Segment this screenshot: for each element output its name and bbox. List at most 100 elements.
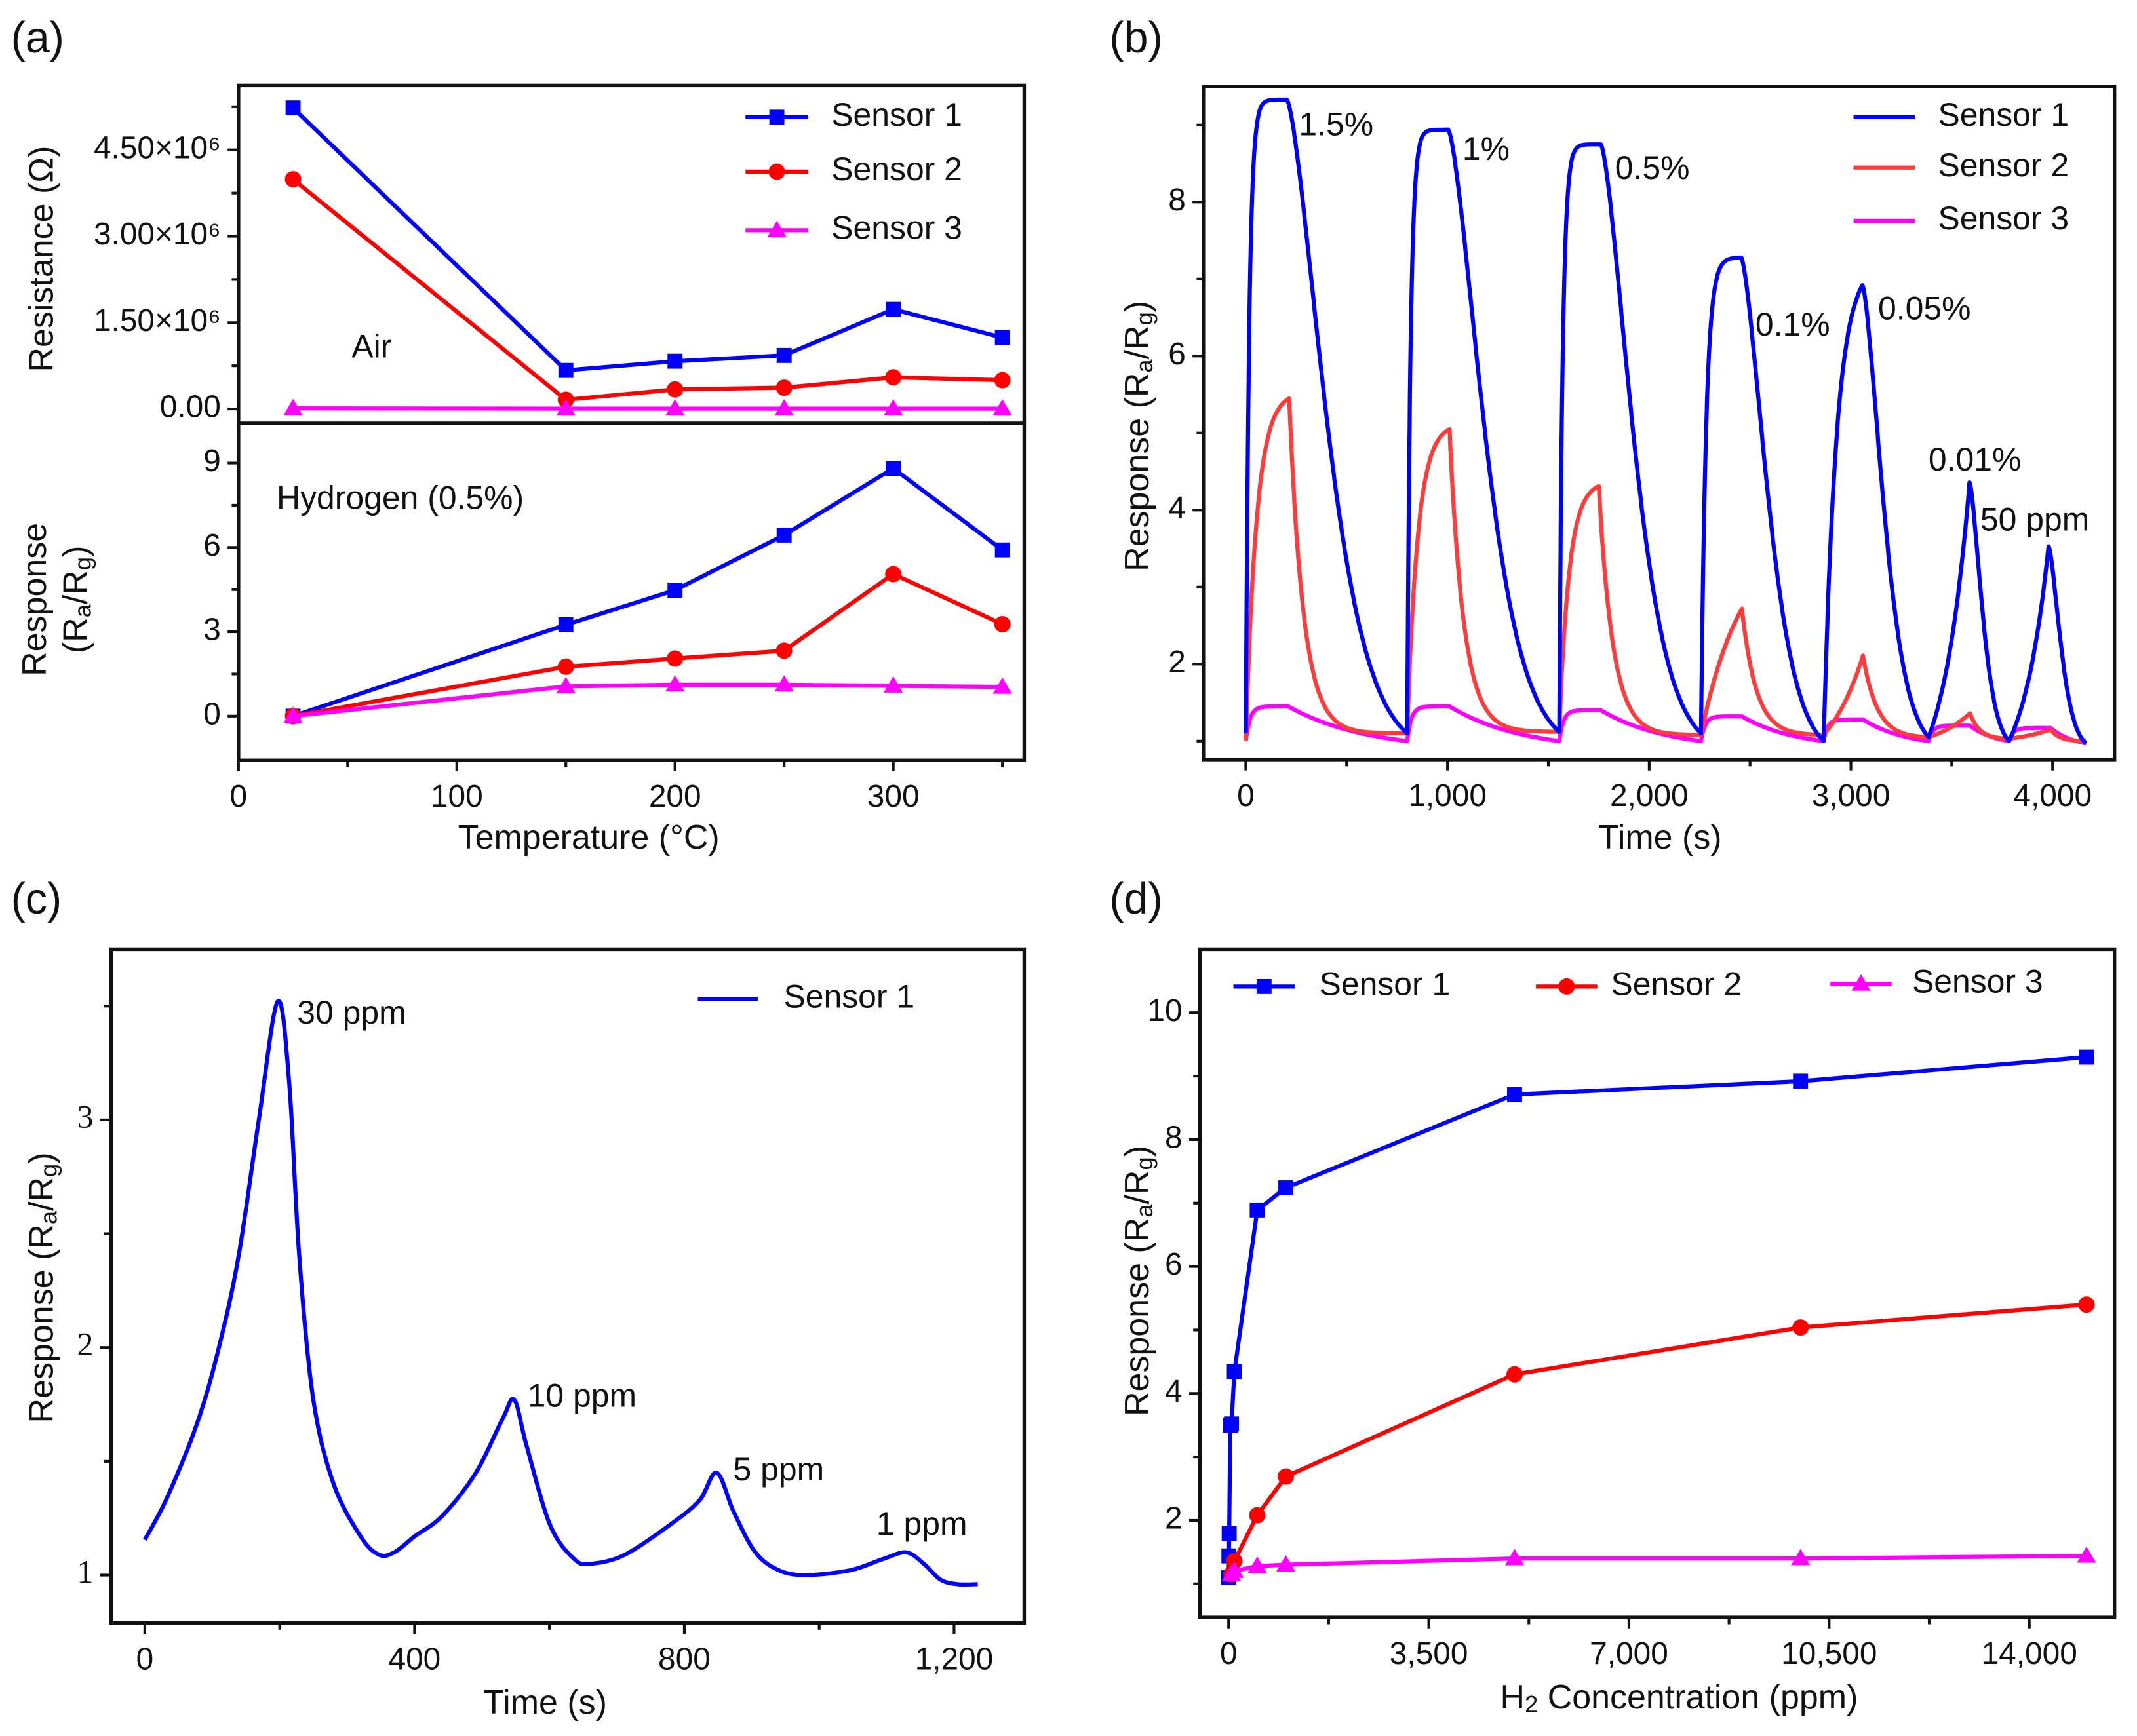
subscript: g — [35, 1164, 62, 1177]
peak-annotation: 0.1% — [1755, 306, 1830, 343]
y-axis-label-line: Response (Ra/Rg) — [22, 1152, 62, 1423]
series-sensor-1 — [1221, 1049, 2094, 1585]
peak-annotation: 0.5% — [1615, 149, 1690, 186]
x-tick-label: 0 — [136, 1642, 154, 1676]
peak-annotation: 10 ppm — [528, 1378, 637, 1414]
x-tick-label: 200 — [649, 779, 701, 814]
annotation: Air — [351, 328, 391, 364]
square-marker — [769, 109, 785, 125]
y-tick-label: 0.00 — [160, 390, 221, 425]
subscript: g — [69, 557, 96, 570]
series-line — [292, 178, 1003, 402]
text-segment: (R — [56, 617, 94, 653]
triangle-marker — [1225, 1561, 1244, 1578]
y-tick-label: 2 — [77, 1326, 93, 1362]
legend-label: Sensor 1 — [1938, 96, 2069, 133]
y-axis-label: Response (Ra/Rg) — [1118, 1146, 1158, 1416]
y-tick-label: 3.00×10⁶ — [94, 217, 221, 252]
square-marker — [1507, 1087, 1522, 1102]
circle-marker — [775, 642, 793, 659]
y-axis-label-line: Resistance (Ω) — [22, 146, 60, 372]
text-segment: ) — [56, 546, 94, 557]
series-line-sensor-2 — [1244, 396, 2088, 743]
series-sensor-2 — [284, 566, 1011, 725]
y-axis-label: Resistance (Ω) — [22, 146, 60, 372]
text-segment: Time (s) — [483, 1684, 607, 1722]
series-line-sensor-1 — [143, 999, 978, 1587]
series-line-sensor-1 — [1244, 97, 2088, 745]
x-tick-label: 3,500 — [1390, 1636, 1468, 1671]
y-axis-label-line: Response (Ra/Rg) — [1118, 301, 1158, 571]
series-sensor-3 — [283, 675, 1012, 723]
triangle-marker — [1791, 1549, 1811, 1566]
subscript: a — [1131, 1204, 1158, 1218]
x-tick-label: 100 — [431, 779, 483, 814]
text-segment: Concentration (ppm) — [1538, 1678, 1858, 1716]
y-tick-label: 1 — [77, 1554, 93, 1590]
y-tick-label: 2 — [1165, 1501, 1183, 1536]
legend-label: Sensor 3 — [1912, 963, 2043, 999]
x-tick-label: 0 — [230, 779, 248, 814]
series-line-sensor-3 — [1244, 704, 2088, 746]
text-segment: Time (s) — [1598, 819, 1722, 857]
y-tick-label: 10 — [1147, 993, 1182, 1028]
text-segment: ) — [22, 1152, 60, 1163]
peak-annotation: 1.5% — [1299, 106, 1373, 143]
plot-frame — [109, 947, 1027, 1625]
peak-annotation: 0.05% — [1878, 290, 1970, 326]
square-marker — [2079, 1049, 2094, 1065]
x-tick-label: 4,000 — [2013, 779, 2092, 813]
y-tick-label: 4 — [1168, 491, 1186, 526]
peak-annotation: 50 ppm — [1980, 501, 2089, 538]
square-marker — [558, 617, 574, 632]
circle-marker — [284, 171, 302, 188]
triangle-marker — [665, 675, 685, 692]
legend-item: Sensor 1 — [745, 96, 962, 133]
square-marker — [886, 461, 901, 476]
x-axis-label: Temperature (°C) — [458, 819, 720, 857]
text-segment: Response — [16, 523, 54, 676]
circle-marker — [1249, 1507, 1266, 1524]
legend-item: Sensor 1 — [1853, 96, 2069, 133]
square-marker — [1224, 1416, 1240, 1432]
triangle-marker — [1851, 974, 1871, 991]
plot-frame — [1198, 947, 2117, 1619]
text-segment: /R — [1118, 325, 1156, 359]
x-tick-label: 0 — [1220, 1636, 1238, 1671]
square-marker — [994, 330, 1010, 345]
text-segment: Temperature (°C) — [458, 819, 720, 857]
text-segment: /R — [56, 570, 94, 604]
subscript: g — [1131, 312, 1158, 325]
triangle-marker — [992, 677, 1012, 694]
panel-c: (c) 1 2 3 0 400 800 1,200 Sensor 1 30 ppm 10 ppm 5 … — [11, 875, 1027, 1722]
x-axis-label-line: H2 Concentration (ppm) — [1500, 1678, 1858, 1718]
triangle-marker — [884, 676, 903, 693]
square-marker — [1278, 1180, 1293, 1195]
legend-label: Sensor 2 — [1611, 966, 1742, 1003]
x-axis-label: Time (s) — [1598, 819, 1722, 857]
panel-label: (d) — [1109, 875, 1162, 923]
triangle-marker — [556, 676, 576, 693]
panel-a: (a) 0.00 1.50×10⁶ 3.00×10⁶ 4.50×10⁶ 0 3 6 9 0 100 2… — [11, 14, 1027, 857]
y-axis-label-line: Response (Ra/Rg) — [1118, 1146, 1158, 1416]
x-axis-label-line: Temperature (°C) — [458, 819, 720, 857]
triangle-marker — [1247, 1556, 1267, 1573]
square-marker — [285, 100, 301, 116]
legend-label: Sensor 1 — [1320, 966, 1451, 1003]
y-tick-label: 6 — [1168, 337, 1186, 372]
legend-label: Sensor 1 — [783, 978, 914, 1014]
circle-marker — [1506, 1366, 1523, 1383]
legend-label: Sensor 3 — [831, 210, 962, 246]
square-marker — [667, 353, 683, 369]
circle-marker — [994, 372, 1011, 389]
triangle-marker — [992, 399, 1012, 416]
plot-frame — [237, 421, 1027, 762]
square-marker — [558, 362, 574, 378]
series-line — [292, 682, 1003, 718]
legend-item: Sensor 2 — [745, 151, 962, 187]
text-segment: Response (R — [1118, 1218, 1156, 1416]
y-tick-label: 4.50×10⁶ — [94, 130, 221, 165]
y-tick-label: 3 — [203, 613, 221, 647]
square-marker — [776, 527, 792, 543]
x-tick-label: 2,000 — [1610, 779, 1689, 813]
